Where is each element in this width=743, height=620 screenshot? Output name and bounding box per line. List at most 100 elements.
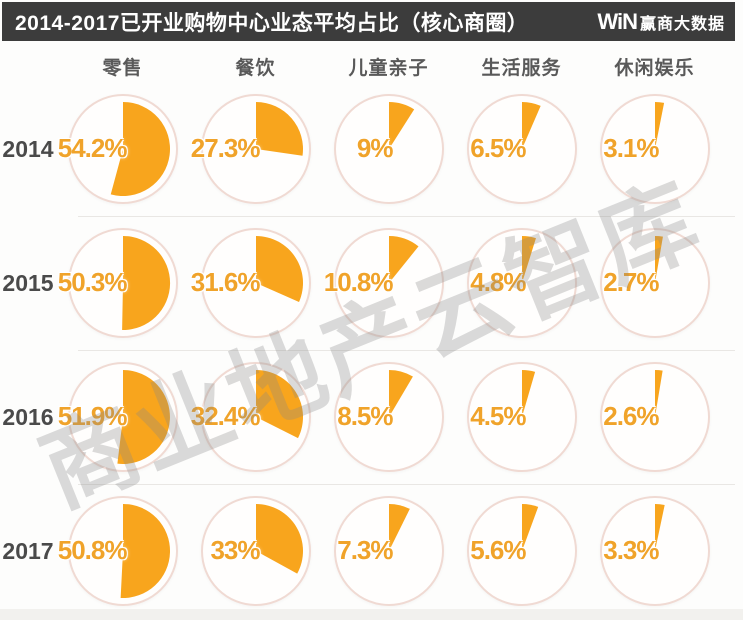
pie-value-label: 3.1% bbox=[603, 132, 659, 163]
pie-cell-2016-col1: 51.9% bbox=[56, 350, 189, 484]
year-label-2017: 2017 bbox=[2, 537, 54, 564]
pie-circle bbox=[200, 228, 311, 338]
pie-circle bbox=[599, 496, 710, 606]
column-header-5: 休闲娱乐 bbox=[614, 57, 695, 79]
pie-circle bbox=[200, 496, 311, 606]
pie-circle bbox=[333, 362, 444, 472]
pie-cell-2014-col3: 9% bbox=[322, 82, 455, 216]
pie-slice bbox=[388, 504, 410, 551]
pie-cell-2015-col1: 50.3% bbox=[56, 216, 189, 350]
column-header-4: 生活服务 bbox=[481, 57, 562, 79]
pie-circle bbox=[333, 94, 444, 204]
pie-grid: 零售 餐饮 儿童亲子 生活服务 休闲娱乐 2014 54.2% 27.3% 9% 6.5% 3.1… bbox=[0, 50, 743, 618]
pie-slice bbox=[521, 370, 535, 417]
pie-value-label: 50.3% bbox=[57, 266, 128, 297]
pie-value-label: 4.8% bbox=[470, 266, 526, 297]
pie-circle bbox=[599, 228, 710, 338]
pie-circle bbox=[466, 496, 577, 606]
pie-rows: 2014 54.2% 27.3% 9% 6.5% 3.1% 2015 50.3% 31.6% 10… bbox=[0, 82, 743, 618]
title-bar: 2014-2017已开业购物中心业态平均占比（核心商圈） WiN 赢商大数据 bbox=[2, 2, 735, 41]
pie-slice bbox=[388, 102, 414, 149]
brand-logo: WiN 赢商大数据 bbox=[597, 10, 725, 34]
pie-circle bbox=[200, 362, 311, 472]
pie-cell-2015-col3: 10.8% bbox=[322, 216, 455, 350]
pie-cell-2017-col1: 50.8% bbox=[56, 484, 189, 618]
pie-cell-2017-col3: 7.3% bbox=[322, 484, 455, 618]
pie-circle bbox=[466, 94, 577, 204]
pie-circle bbox=[466, 362, 577, 472]
pie-value-label: 5.6% bbox=[470, 534, 526, 565]
pie-slice-svg bbox=[521, 236, 536, 283]
pie-circle bbox=[67, 228, 178, 338]
pie-slice bbox=[255, 236, 303, 302]
pie-value-label: 7.3% bbox=[337, 534, 393, 565]
pie-circle bbox=[333, 228, 444, 338]
pie-slice-svg bbox=[654, 504, 665, 551]
pie-row-2016: 2016 51.9% 32.4% 8.5% 4.5% 2.6% bbox=[0, 350, 743, 484]
pie-slice-svg bbox=[255, 504, 303, 574]
column-header-2: 餐饮 bbox=[235, 57, 276, 79]
pie-cell-2017-col4: 5.6% bbox=[455, 484, 588, 618]
pie-circle bbox=[67, 94, 178, 204]
pie-slice-svg bbox=[521, 370, 535, 417]
pie-circle bbox=[67, 362, 178, 472]
pie-cell-2014-col5: 3.1% bbox=[588, 82, 721, 216]
pie-cell-2014-col1: 54.2% bbox=[56, 82, 189, 216]
pie-slice-svg bbox=[654, 235, 663, 283]
pie-slice-svg bbox=[120, 504, 170, 598]
pie-slice bbox=[255, 370, 303, 439]
pie-slice bbox=[110, 102, 170, 196]
pie-slice-svg bbox=[388, 102, 414, 149]
pie-circle bbox=[200, 94, 311, 204]
pie-cell-2016-col5: 2.6% bbox=[588, 350, 721, 484]
pie-value-label: 8.5% bbox=[337, 400, 393, 431]
pie-value-label: 2.6% bbox=[603, 400, 659, 431]
pie-cell-2015-col2: 31.6% bbox=[189, 216, 322, 350]
brand-name: 赢商大数据 bbox=[639, 15, 725, 33]
pie-circle bbox=[333, 496, 444, 606]
pie-circle bbox=[466, 228, 577, 338]
pie-row-2014: 2014 54.2% 27.3% 9% 6.5% 3.1% bbox=[0, 82, 743, 216]
pie-slice bbox=[654, 102, 664, 149]
pie-value-label: 32.4% bbox=[190, 400, 261, 431]
pie-slice-svg bbox=[110, 102, 170, 196]
pie-value-label: 3.3% bbox=[603, 534, 659, 565]
pie-value-label: 27.3% bbox=[190, 132, 261, 163]
pie-slice bbox=[120, 504, 170, 598]
pie-circle bbox=[599, 362, 710, 472]
pie-slice bbox=[654, 504, 665, 551]
win-logo: WiN bbox=[597, 8, 638, 34]
pie-slice bbox=[654, 370, 663, 417]
column-headers: 零售 餐饮 儿童亲子 生活服务 休闲娱乐 bbox=[56, 50, 743, 82]
pie-slice-svg bbox=[116, 370, 170, 464]
pie-slice-svg bbox=[121, 235, 170, 330]
pie-value-label: 2.7% bbox=[603, 266, 659, 297]
pie-slice-svg bbox=[654, 102, 664, 149]
pie-slice bbox=[116, 370, 170, 464]
pie-circle bbox=[599, 94, 710, 204]
pie-slice bbox=[521, 504, 538, 551]
pie-slice-svg bbox=[255, 102, 303, 156]
pie-slice-svg bbox=[388, 504, 410, 551]
pie-slice-svg bbox=[521, 102, 541, 149]
pie-cell-2017-col5: 3.3% bbox=[588, 484, 721, 618]
pie-cell-2014-col4: 6.5% bbox=[455, 82, 588, 216]
pie-cell-2015-col5: 2.7% bbox=[588, 216, 721, 350]
pie-slice-svg bbox=[388, 236, 418, 283]
pie-slice bbox=[388, 236, 418, 283]
pie-slice bbox=[121, 235, 170, 330]
pie-cell-2016-col3: 8.5% bbox=[322, 350, 455, 484]
pie-cell-2017-col2: 33% bbox=[189, 484, 322, 618]
pie-slice-svg bbox=[255, 370, 303, 439]
pie-value-label: 9% bbox=[356, 132, 394, 163]
pie-row-2017: 2017 50.8% 33% 7.3% 5.6% 3.3% bbox=[0, 484, 743, 618]
pie-cell-2016-col4: 4.5% bbox=[455, 350, 588, 484]
pie-value-label: 6.5% bbox=[470, 132, 526, 163]
pie-value-label: 4.5% bbox=[470, 400, 526, 431]
pie-slice bbox=[255, 504, 303, 574]
pie-slice-svg bbox=[654, 370, 663, 417]
pie-cell-2014-col2: 27.3% bbox=[189, 82, 322, 216]
year-label-2014: 2014 bbox=[2, 135, 54, 162]
pie-value-label: 54.2% bbox=[57, 132, 128, 163]
year-label-2015: 2015 bbox=[2, 269, 54, 296]
